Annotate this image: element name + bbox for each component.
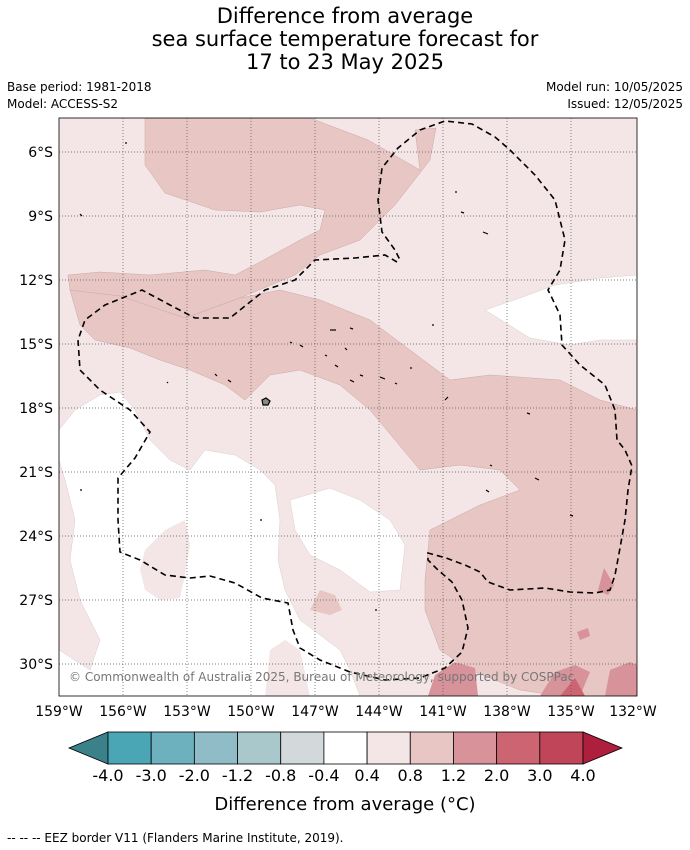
colorbar-tick-label: -3.0 bbox=[135, 766, 167, 785]
longitude-labels: 159°W 156°W 153°W 150°W 147°W 144°W 141°… bbox=[35, 704, 657, 720]
lat-label: 18°S bbox=[19, 401, 53, 417]
colorbar-segment bbox=[237, 731, 282, 765]
colorbar-tick-label: -0.8 bbox=[265, 766, 297, 785]
colorbar-tick-label: -2.0 bbox=[178, 766, 210, 785]
eez-footnote: -- -- -- EEZ border V11 (Flanders Marine… bbox=[7, 831, 344, 845]
base-period: Base period: 1981-2018 bbox=[7, 80, 152, 94]
colorbar-tick-label: 2.0 bbox=[483, 766, 510, 785]
copyright-notice: © Commonwealth of Australia 2025, Bureau… bbox=[69, 670, 574, 684]
eez-borders bbox=[77, 120, 633, 681]
islands bbox=[79, 142, 574, 611]
lon-label: 147°W bbox=[291, 704, 339, 720]
anomaly-fill-layer bbox=[59, 118, 637, 696]
colorbar-segment bbox=[193, 731, 238, 765]
title-line-2: sea surface temperature forecast for bbox=[151, 27, 539, 51]
model-name: Model: ACCESS-S2 bbox=[7, 97, 119, 111]
colorbar-tick-label: 0.8 bbox=[397, 766, 423, 785]
colorbar-tick-label: 0.4 bbox=[354, 766, 380, 785]
lon-label: 144°W bbox=[355, 704, 403, 720]
lat-label: 24°S bbox=[19, 529, 53, 545]
lon-label: 135°W bbox=[547, 704, 595, 720]
colorbar-tick-label: 4.0 bbox=[570, 766, 596, 785]
issued-date: Issued: 12/05/2025 bbox=[567, 97, 683, 111]
colorbar-segment bbox=[280, 731, 325, 765]
colorbar-segment bbox=[496, 731, 541, 765]
lon-label: 156°W bbox=[99, 704, 147, 720]
lon-label: 141°W bbox=[419, 704, 467, 720]
latitude-labels: 6°S 9°S 12°S 15°S 18°S 21°S 24°S 27°S 30… bbox=[19, 145, 53, 673]
map-frame bbox=[58, 117, 638, 697]
lat-label: 6°S bbox=[28, 145, 53, 161]
colorbar-tick-label: 1.2 bbox=[440, 766, 467, 785]
colorbar-segment bbox=[150, 731, 195, 765]
colorbar-tick-label: -1.2 bbox=[221, 766, 254, 785]
colorbar-segment bbox=[366, 731, 411, 765]
lat-label: 30°S bbox=[19, 657, 53, 673]
lon-label: 159°W bbox=[35, 704, 83, 720]
title-line-1: Difference from average bbox=[216, 4, 474, 28]
colorbar-title: Difference from average (°C) bbox=[214, 794, 476, 815]
lon-label: 153°W bbox=[163, 704, 211, 720]
lat-label: 12°S bbox=[19, 273, 53, 289]
lat-label: 9°S bbox=[28, 209, 53, 225]
lon-label: 138°W bbox=[483, 704, 531, 720]
lat-label: 21°S bbox=[19, 465, 53, 481]
model-run: Model run: 10/05/2025 bbox=[545, 80, 683, 94]
lat-label: 27°S bbox=[19, 593, 53, 609]
colorbar-tick-label: -4.0 bbox=[92, 766, 124, 785]
colorbar-extend-low bbox=[67, 731, 109, 765]
colorbar-segment bbox=[107, 731, 152, 765]
colorbar-extend-high bbox=[582, 731, 624, 765]
lat-label: 15°S bbox=[19, 337, 53, 353]
lon-label: 150°W bbox=[227, 704, 275, 720]
colorbar bbox=[67, 731, 624, 765]
colorbar-tick-label: 3.0 bbox=[527, 766, 553, 785]
title-line-3: 17 to 23 May 2025 bbox=[245, 50, 445, 74]
lon-label: 132°W bbox=[609, 704, 657, 720]
colorbar-segment bbox=[453, 731, 498, 765]
colorbar-segment bbox=[323, 731, 368, 765]
colorbar-segment bbox=[539, 731, 584, 765]
colorbar-tick-label: -0.4 bbox=[308, 766, 340, 785]
colorbar-segment bbox=[409, 731, 454, 765]
graticule bbox=[59, 118, 637, 696]
